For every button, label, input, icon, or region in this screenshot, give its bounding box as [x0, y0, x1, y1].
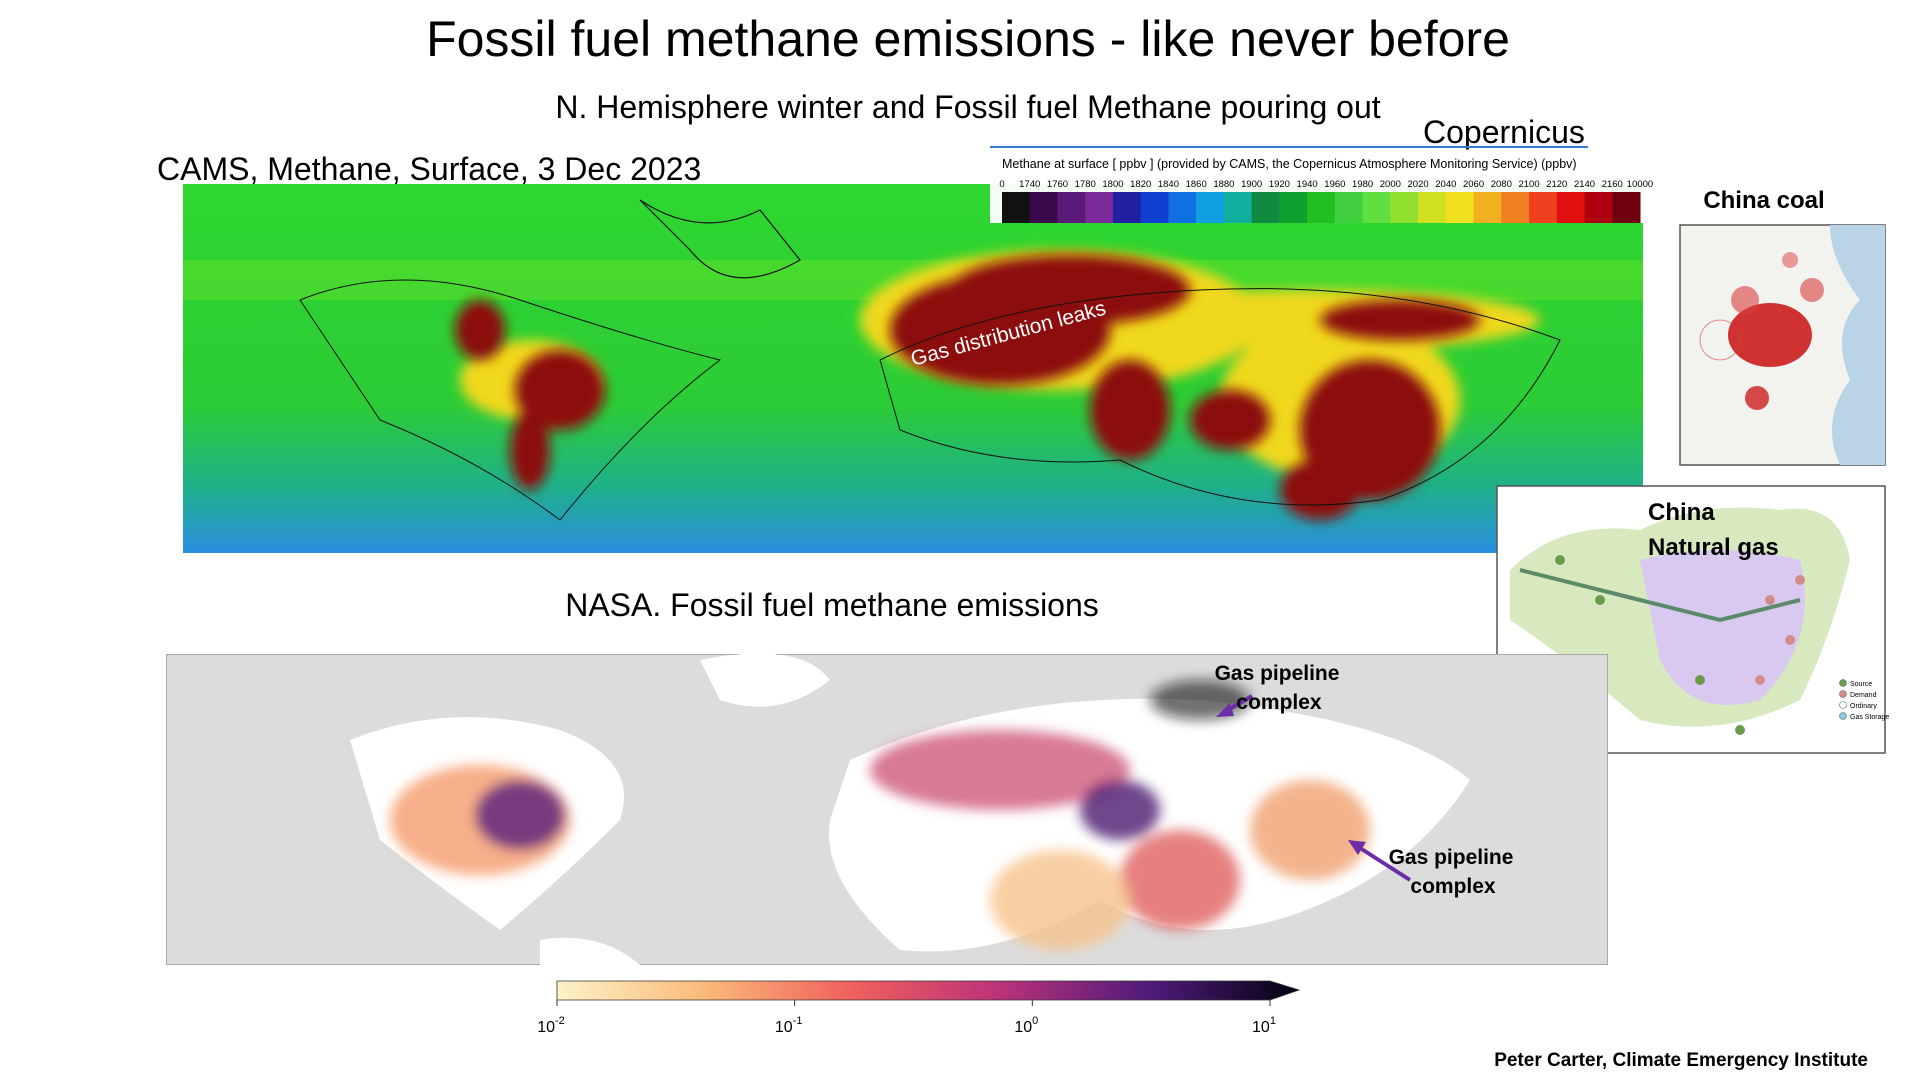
nasa-colorbar: 10-2 10-1 100 101 [537, 980, 1301, 1036]
colorbar-tick-label: 1860 [1186, 179, 1207, 190]
colorbar-swatch [1307, 192, 1336, 223]
colorbar-tick-label: 2100 [1518, 179, 1539, 190]
cams-label: CAMS, Methane, Surface, 3 Dec 2023 [157, 151, 701, 187]
colorbar-tick-label: 1760 [1047, 179, 1068, 190]
colorbar-swatch [1445, 192, 1475, 223]
subtitle: N. Hemisphere winter and Fossil fuel Met… [555, 89, 1380, 125]
credit: Peter Carter, Climate Emergency Institut… [1494, 1050, 1868, 1071]
colorbar-tick-label: 2040 [1435, 179, 1456, 190]
tick-base: 10 [1252, 1019, 1270, 1036]
legend-label: Ordinary [1850, 703, 1877, 710]
legend-marker [1839, 701, 1847, 709]
tick-exponent: 0 [1032, 1015, 1038, 1027]
colorbar-tick-label: 2140 [1574, 179, 1595, 190]
colorbar-swatch [1334, 192, 1364, 223]
copernicus-label: Copernicus [1423, 114, 1585, 150]
colorbar-tick-label: 1740 [1019, 179, 1040, 190]
colorbar-swatch [1529, 192, 1558, 223]
colorbar-swatch [1057, 192, 1086, 223]
colorbar-swatch [1501, 192, 1530, 223]
annotation: complex [1410, 875, 1496, 898]
colorbar-swatch [1584, 192, 1613, 223]
colorbar-swatch [1418, 192, 1447, 223]
colorbar-tick-label: 2160 [1602, 179, 1623, 190]
colorbar-tick-label: 2000 [1380, 179, 1401, 190]
colorbar-tick-label: 10-2 [537, 1015, 565, 1036]
tick-exponent: -2 [555, 1015, 565, 1027]
nasa-label: NASA. Fossil fuel methane emissions [565, 587, 1099, 623]
china-gas-title: China [1648, 499, 1715, 526]
legend-marker [1839, 679, 1847, 687]
colorbar-swatch [1085, 192, 1114, 223]
legend-marker [1839, 690, 1847, 698]
colorbar-tick-label: 1940 [1297, 179, 1318, 190]
colorbar-tick-label: 10000 [1627, 179, 1653, 190]
colorbar-tick-label: 100 [1014, 1015, 1038, 1036]
tick-base: 10 [1014, 1019, 1032, 1036]
title: Fossil fuel methane emissions - like nev… [426, 11, 1510, 67]
colorbar-tick-label: 1960 [1324, 179, 1345, 190]
colorbar-swatch [1473, 192, 1502, 223]
colorbar-tick-label: 101 [1252, 1015, 1276, 1036]
colorbar-tick-label: 1880 [1213, 179, 1234, 190]
colorbar-tick-label: 1980 [1352, 179, 1373, 190]
colorbar-tick-label: 1920 [1269, 179, 1290, 190]
colorbar-swatch [1251, 192, 1280, 223]
tick-exponent: -1 [793, 1015, 803, 1027]
colorbar-swatch [1612, 192, 1641, 223]
colorbar-swatch [1002, 192, 1031, 223]
china-coal-label: China coal [1703, 187, 1824, 214]
colorbar-swatch [1196, 192, 1225, 223]
colorbar-swatch [1029, 192, 1058, 223]
colorbar-tick-label: 10-1 [775, 1015, 803, 1036]
colorbar-tick-label: 2120 [1546, 179, 1567, 190]
annotation: Gas pipeline [1215, 662, 1340, 685]
colorbar-tick-label: 2020 [1408, 179, 1429, 190]
tick-exponent: 1 [1270, 1015, 1276, 1027]
arrows [1216, 694, 1412, 882]
colorbar-swatch [1223, 192, 1253, 223]
colorbar-swatch [1279, 192, 1308, 223]
legend-label: Gas Storage [1850, 714, 1889, 721]
colorbar-tick-label: 1800 [1102, 179, 1123, 190]
colorbar-swatch [1168, 192, 1197, 223]
legend-label: Demand [1850, 692, 1877, 699]
colorbar-tick-label: 2060 [1463, 179, 1484, 190]
colorbar-tick-label: 1840 [1158, 179, 1179, 190]
legend-marker [1839, 712, 1847, 720]
china-gas-title: Natural gas [1648, 534, 1779, 561]
nasa-map [166, 654, 1608, 965]
colorbar-swatch [1390, 192, 1419, 223]
colorbar-tick-label: 1820 [1130, 179, 1151, 190]
colorbar-tick-label: 0 [999, 179, 1004, 190]
colorbar-swatch [1140, 192, 1169, 223]
colorbar-tick-label: 1900 [1241, 179, 1262, 190]
annotation: Gas pipeline [1389, 846, 1514, 869]
legend-label: Source [1850, 681, 1872, 688]
tick-base: 10 [775, 1019, 793, 1036]
colorbar-swatch [1362, 192, 1391, 223]
china-coal-map [1679, 224, 1886, 466]
colorbar-tick-label: 1780 [1075, 179, 1096, 190]
colorbar-tick-label: 2080 [1491, 179, 1512, 190]
cams-map [183, 184, 1643, 553]
cams-colorbar: Methane at surface [ ppbv ] (provided by… [990, 151, 1653, 223]
colorbar-title: Methane at surface [ ppbv ] (provided by… [1002, 157, 1577, 171]
tick-base: 10 [537, 1019, 555, 1036]
annotation: complex [1236, 691, 1322, 714]
colorbar-swatch [1556, 192, 1586, 223]
colorbar-swatch [1112, 192, 1142, 223]
